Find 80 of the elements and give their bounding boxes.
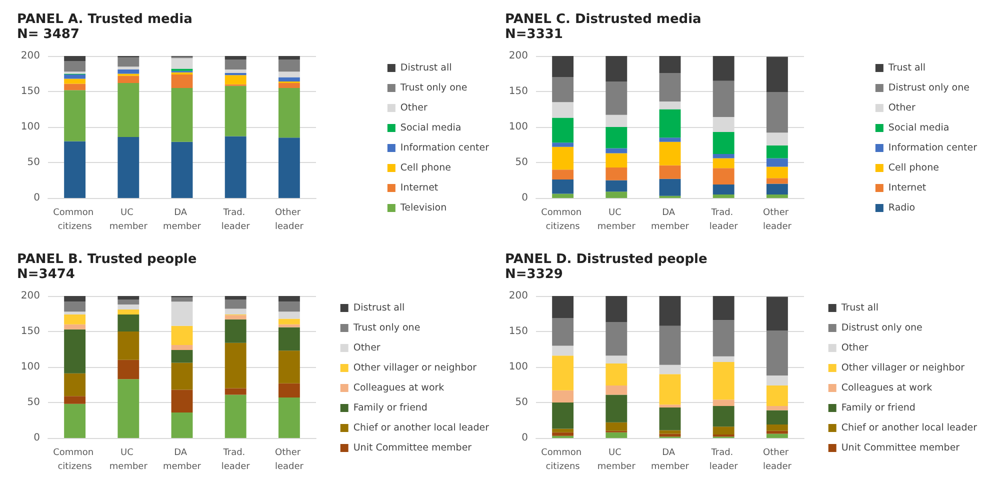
- y-tick-label: 150: [508, 86, 528, 97]
- legend-label: Trust all: [840, 302, 878, 314]
- x-tick-label: DA member: [162, 448, 202, 472]
- y-tick-label: 100: [20, 122, 40, 132]
- legend-label: Television: [399, 202, 447, 214]
- y-tick-label: 0: [34, 432, 40, 444]
- legend-label: Unit Committee member: [841, 442, 960, 454]
- x-tick-label: Trad. leader: [221, 208, 250, 232]
- legend-label: Family or friend: [841, 402, 916, 414]
- y-tick-label: 50: [515, 157, 528, 168]
- legend-label: Colleagues at work: [841, 382, 933, 394]
- x-tick-label: DA member: [162, 208, 202, 232]
- y-tick-label: 200: [20, 50, 40, 62]
- x-tick-label: UC member: [597, 448, 636, 472]
- y-tick-label: 0: [34, 192, 40, 204]
- chart-subtitle: N=3474: [17, 267, 75, 282]
- legend-label: Other: [353, 342, 380, 354]
- x-tick-label: Common citizens: [541, 448, 585, 472]
- x-tick-label: Common citizens: [53, 448, 97, 472]
- legend-label: Trust all: [887, 62, 926, 74]
- legend-label: Information center: [400, 142, 490, 154]
- y-tick-label: 50: [515, 397, 528, 408]
- y-tick-label: 100: [20, 362, 40, 372]
- legend-label: Distrust all: [353, 302, 405, 314]
- chart-subtitle: N=3329: [505, 267, 563, 282]
- chart-subtitle: N= 3487: [17, 27, 80, 42]
- legend-label: Other villager or neighbor: [841, 362, 965, 374]
- legend-label: Social media: [400, 122, 462, 134]
- x-tick-label: Other leader: [274, 448, 304, 472]
- legend-label: Social media: [888, 122, 950, 134]
- y-tick-label: 200: [20, 290, 40, 302]
- y-tick-label: 50: [27, 157, 40, 168]
- x-tick-label: UC member: [109, 448, 148, 472]
- x-tick-label: Common citizens: [541, 208, 585, 232]
- x-tick-label: Trad. leader: [709, 448, 738, 472]
- legend-label: Distrust only one: [888, 82, 970, 94]
- chart-subtitle: N=3331: [505, 27, 563, 42]
- x-tick-label: Trad. leader: [709, 208, 738, 232]
- legend-label: Unit Committee member: [353, 442, 472, 454]
- legend-label: Information center: [888, 142, 978, 154]
- legend-label: Distrust all: [400, 62, 452, 74]
- y-tick-label: 150: [508, 326, 528, 337]
- legend-label: Internet: [400, 182, 438, 194]
- legend-label: Chief or another local leader: [353, 422, 490, 434]
- y-tick-label: 0: [522, 432, 528, 444]
- legend-label: Radio: [888, 202, 916, 214]
- x-tick-label: UC member: [109, 208, 148, 232]
- x-tick-label: Other leader: [274, 208, 304, 232]
- legend-label: Internet: [888, 182, 926, 194]
- chart-title: PANEL B. Trusted people: [17, 252, 197, 267]
- legend-label: Other: [888, 102, 916, 114]
- x-tick-label: Trad. leader: [221, 448, 250, 472]
- y-tick-label: 100: [508, 362, 528, 372]
- x-tick-label: Other leader: [762, 448, 792, 472]
- legend-label: Trust only one: [399, 82, 468, 94]
- legend-label: Trust only one: [352, 322, 420, 334]
- x-tick-label: Other leader: [762, 208, 792, 232]
- y-tick-label: 150: [20, 326, 40, 337]
- y-tick-label: 150: [20, 86, 40, 97]
- x-tick-label: DA member: [650, 448, 690, 472]
- chart-title: PANEL A. Trusted media: [17, 12, 192, 27]
- x-tick-label: UC member: [597, 208, 636, 232]
- legend-label: Other: [400, 102, 428, 114]
- y-tick-label: 0: [522, 192, 528, 204]
- legend-label: Colleagues at work: [353, 382, 445, 394]
- legend-label: Other villager or neighbor: [353, 362, 477, 374]
- legend-label: Other: [841, 342, 868, 354]
- y-tick-label: 50: [27, 397, 40, 408]
- x-tick-label: Common citizens: [53, 208, 97, 232]
- x-tick-label: DA member: [650, 208, 690, 232]
- legend-label: Chief or another local leader: [841, 422, 978, 434]
- legend-label: Family or friend: [353, 402, 428, 414]
- legend-label: Cell phone: [888, 162, 940, 174]
- legend-label: Cell phone: [400, 162, 452, 174]
- legend-label: Distrust only one: [841, 322, 923, 334]
- y-tick-label: 100: [508, 122, 528, 132]
- chart-title: PANEL D. Distrusted people: [505, 252, 708, 267]
- y-tick-label: 200: [508, 50, 528, 62]
- y-tick-label: 200: [508, 290, 528, 302]
- chart-title: PANEL C. Distrusted media: [505, 12, 702, 27]
